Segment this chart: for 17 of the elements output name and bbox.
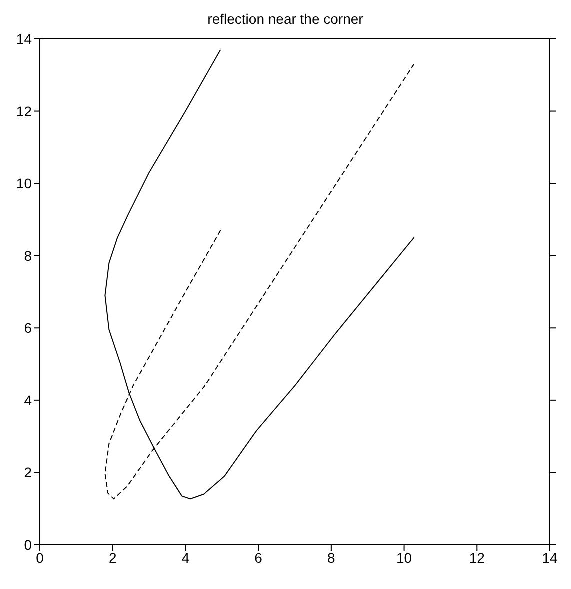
y-tick-label: 4 [24,392,32,408]
y-tick-label: 8 [24,248,32,264]
x-tick-label: 14 [542,550,558,566]
x-tick-label: 0 [36,550,44,566]
x-tick-label: 10 [396,550,412,566]
y-tick-label: 12 [16,103,32,120]
y-tick-label: 10 [16,176,32,192]
x-tick-label: 12 [469,550,486,566]
y-tick-label: 2 [24,464,32,481]
y-tick-label: 0 [24,536,32,553]
x-tick-label: 2 [108,550,117,566]
x-tick-label: 8 [328,550,336,566]
x-tick-label: 6 [254,550,263,566]
y-tick-label: 6 [24,320,32,336]
x-tick-label: 4 [182,550,190,566]
chart-title: reflection near the corner [206,10,364,29]
y-tick-label: 14 [16,30,32,47]
